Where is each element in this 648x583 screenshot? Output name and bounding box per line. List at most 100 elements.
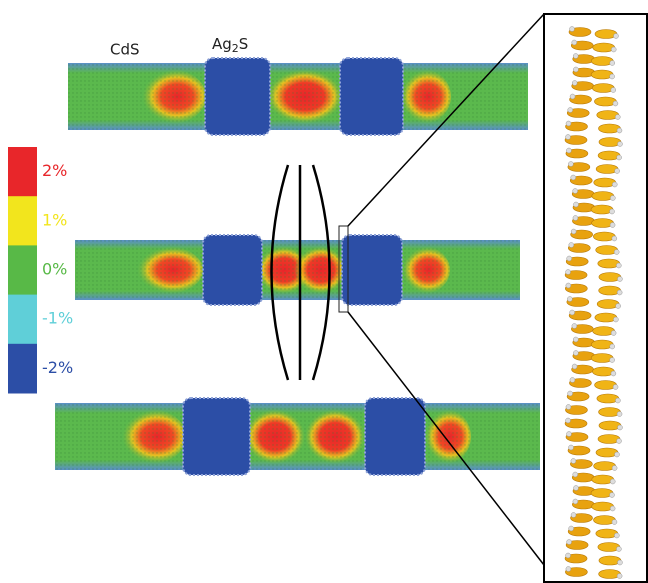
- atom: [610, 209, 615, 214]
- rod-texture: [68, 63, 528, 130]
- ag2s-segment: [203, 235, 262, 305]
- colorbar-segment: [8, 295, 37, 345]
- atom: [566, 567, 571, 572]
- atom: [610, 506, 615, 511]
- colorbar-label: -2%: [42, 358, 73, 377]
- atom: [566, 283, 571, 288]
- ag2s-segment: [365, 398, 425, 475]
- atom: [617, 425, 622, 430]
- atom: [612, 520, 617, 525]
- atom: [572, 324, 577, 329]
- atom: [615, 398, 620, 403]
- colorbar-label: 0%: [42, 260, 67, 279]
- ag2s-rest: S: [239, 35, 249, 53]
- atom: [612, 466, 617, 471]
- atom: [573, 499, 578, 504]
- atom: [566, 418, 571, 423]
- atom: [613, 101, 618, 106]
- atom: [610, 479, 615, 484]
- ag2s-subscript: 2: [232, 42, 239, 55]
- atom: [570, 94, 575, 99]
- atom: [572, 81, 577, 86]
- atom: [573, 67, 578, 72]
- atom: [566, 432, 571, 437]
- atom: [568, 391, 573, 396]
- atom: [568, 108, 573, 113]
- atom: [613, 385, 618, 390]
- cds-label: CdS: [110, 41, 140, 59]
- atom: [611, 88, 616, 93]
- atom: [617, 277, 622, 282]
- colorbar-segment: [8, 196, 37, 246]
- atom: [610, 358, 615, 363]
- ag2s-segment: [205, 58, 270, 135]
- atom: [616, 547, 621, 552]
- nanorods: [55, 58, 540, 475]
- colorbar-label: -1%: [42, 309, 73, 328]
- atom: [573, 486, 578, 491]
- atom: [566, 135, 571, 140]
- atom: [570, 27, 575, 32]
- atom: [566, 270, 571, 275]
- ag2s-segment: [183, 398, 250, 475]
- atom: [610, 74, 615, 79]
- atom: [614, 533, 619, 538]
- atom: [610, 196, 615, 201]
- colorbar-segment: [8, 245, 37, 295]
- atom: [610, 493, 615, 498]
- atom: [567, 256, 572, 261]
- atom: [614, 34, 619, 39]
- ag2s-base: Ag: [212, 35, 232, 53]
- atom: [573, 351, 578, 356]
- atom: [571, 175, 576, 180]
- atom: [614, 250, 619, 255]
- atom: [568, 162, 573, 167]
- atom: [571, 513, 576, 518]
- atom: [617, 155, 622, 160]
- colorbar-label: 1%: [42, 210, 67, 229]
- colorbar-segment: [8, 344, 37, 394]
- atom: [570, 378, 575, 383]
- atom: [571, 459, 576, 464]
- atom: [569, 445, 574, 450]
- atom: [611, 331, 616, 336]
- atom: [611, 371, 616, 376]
- atom: [566, 553, 571, 558]
- colorbar: 2%1%0%-1%-2%: [8, 147, 73, 394]
- atom: [573, 202, 578, 207]
- atom: [573, 189, 578, 194]
- ag2s-segment: [342, 235, 402, 305]
- atom: [615, 115, 620, 120]
- atom: [610, 61, 615, 66]
- atom: [611, 47, 616, 52]
- atom: [572, 40, 577, 45]
- atom: [617, 560, 622, 565]
- atom: [610, 344, 615, 349]
- atom: [617, 574, 622, 579]
- colorbar-segment: [8, 147, 37, 197]
- atom: [573, 472, 578, 477]
- atom: [610, 223, 615, 228]
- atom: [617, 128, 622, 133]
- atom: [617, 142, 622, 147]
- atom: [567, 297, 572, 302]
- atom: [571, 229, 576, 234]
- atom: [573, 337, 578, 342]
- atom: [567, 540, 572, 545]
- atom: [566, 148, 571, 153]
- atom: [614, 452, 619, 457]
- atom: [617, 290, 622, 295]
- ag2s-segment: [340, 58, 403, 135]
- atom: [616, 304, 621, 309]
- atom: [569, 526, 574, 531]
- atom: [617, 439, 622, 444]
- atom: [615, 169, 620, 174]
- atom: [613, 317, 618, 322]
- figure: CdS Ag2S 2%1%0%-1%-2%: [0, 0, 648, 583]
- atom: [612, 182, 617, 187]
- atom: [616, 263, 621, 268]
- atom: [617, 412, 622, 417]
- atom: [570, 310, 575, 315]
- rod-texture: [75, 240, 520, 300]
- atom: [573, 54, 578, 59]
